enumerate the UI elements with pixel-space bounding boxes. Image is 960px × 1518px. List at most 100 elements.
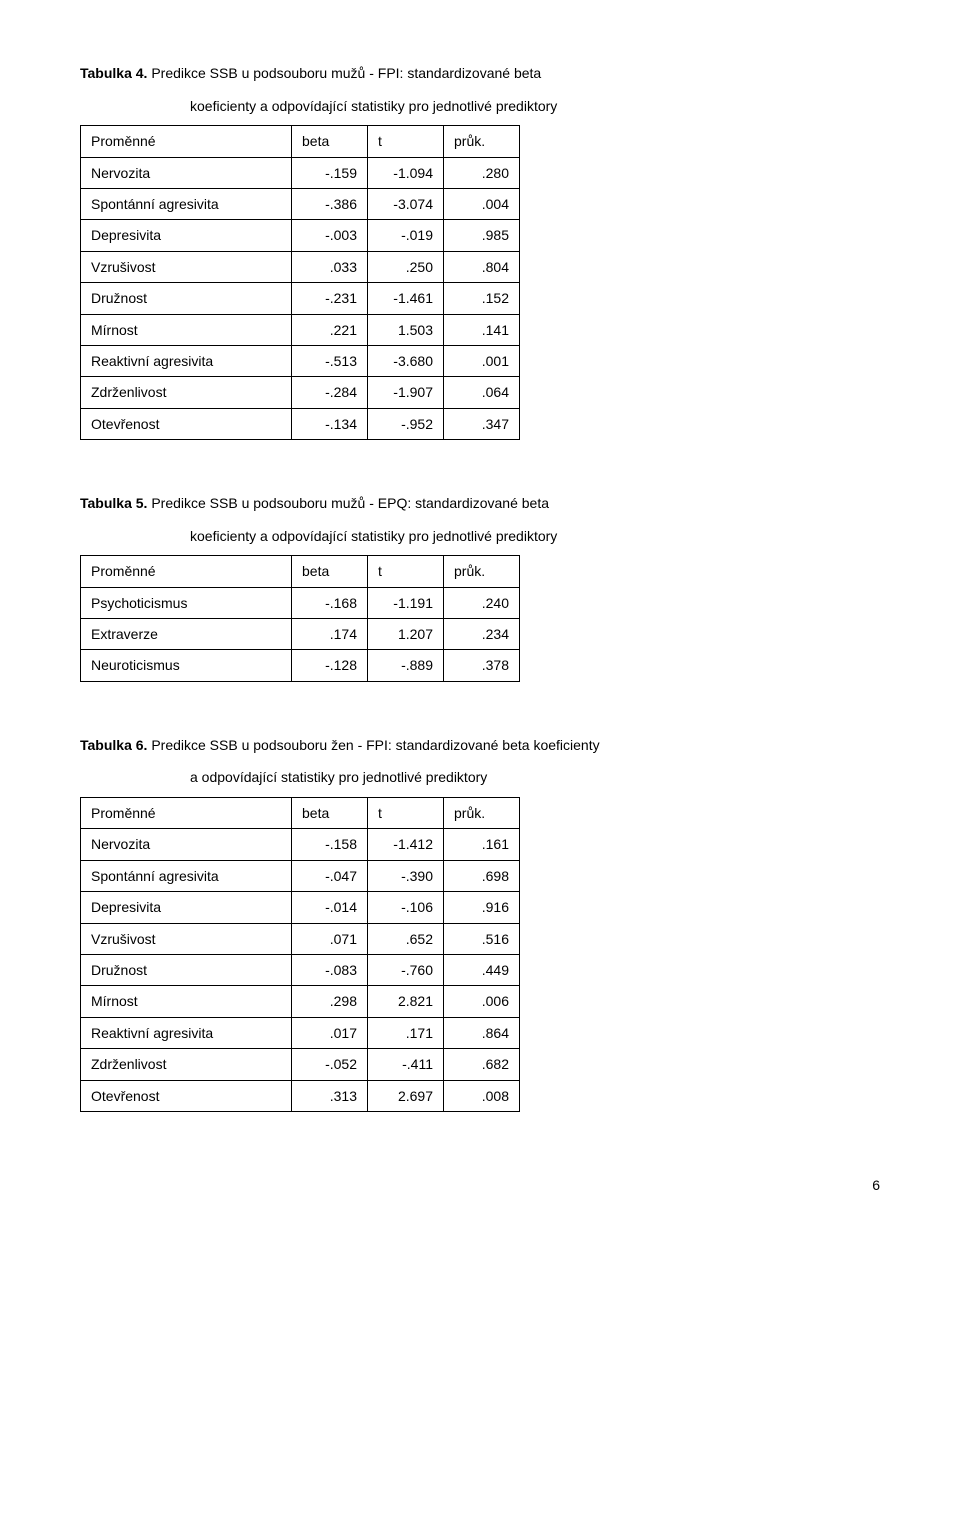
cell: Otevřenost: [81, 1080, 292, 1111]
table-row: Zdrženlivost-.284-1.907.064: [81, 377, 520, 408]
table5-caption-rest: Predikce SSB u podsouboru mužů - EPQ: st…: [147, 495, 549, 511]
cell: Vzrušivost: [81, 251, 292, 282]
cell: -.159: [292, 157, 368, 188]
cell: Extraverze: [81, 619, 292, 650]
cell: 2.821: [368, 986, 444, 1017]
table5-header-var: Proměnné: [81, 556, 292, 587]
cell: .298: [292, 986, 368, 1017]
cell: -.158: [292, 829, 368, 860]
table-row: Neuroticismus-.128-.889.378: [81, 650, 520, 681]
table6-caption-bold: Tabulka 6.: [80, 737, 147, 753]
cell: .698: [444, 860, 520, 891]
table5-header-beta: beta: [292, 556, 368, 587]
cell: .985: [444, 220, 520, 251]
table-row: Reaktivní agresivita.017.171.864: [81, 1017, 520, 1048]
cell: Družnost: [81, 283, 292, 314]
cell: .152: [444, 283, 520, 314]
cell: .221: [292, 314, 368, 345]
cell: -3.680: [368, 345, 444, 376]
cell: .008: [444, 1080, 520, 1111]
cell: -1.191: [368, 587, 444, 618]
cell: .347: [444, 408, 520, 439]
table-row: Otevřenost-.134-.952.347: [81, 408, 520, 439]
table-row: Nervozita-.159-1.094.280: [81, 157, 520, 188]
cell: Reaktivní agresivita: [81, 1017, 292, 1048]
cell: Spontánní agresivita: [81, 860, 292, 891]
cell: 1.207: [368, 619, 444, 650]
table5-header-pruk: průk.: [444, 556, 520, 587]
cell: -3.074: [368, 188, 444, 219]
table6-caption-line1: Tabulka 6. Predikce SSB u podsouboru žen…: [80, 732, 880, 759]
cell: Depresivita: [81, 892, 292, 923]
table6-header-t: t: [368, 798, 444, 829]
cell: .234: [444, 619, 520, 650]
cell: -.231: [292, 283, 368, 314]
cell: -.168: [292, 587, 368, 618]
table-row: Mírnost.2982.821.006: [81, 986, 520, 1017]
cell: 2.697: [368, 1080, 444, 1111]
cell: Mírnost: [81, 314, 292, 345]
table-row: Otevřenost.3132.697.008: [81, 1080, 520, 1111]
cell: .161: [444, 829, 520, 860]
table4-caption-rest: Predikce SSB u podsouboru mužů - FPI: st…: [147, 65, 541, 81]
table5-header-t: t: [368, 556, 444, 587]
cell: .017: [292, 1017, 368, 1048]
cell: Spontánní agresivita: [81, 188, 292, 219]
cell: .682: [444, 1049, 520, 1080]
table6: Proměnné beta t průk. Nervozita-.158-1.4…: [80, 797, 520, 1112]
cell: Zdrženlivost: [81, 377, 292, 408]
table-row: Psychoticismus-.168-1.191.240: [81, 587, 520, 618]
table-header-row: Proměnné beta t průk.: [81, 126, 520, 157]
cell: -.047: [292, 860, 368, 891]
cell: Vzrušivost: [81, 923, 292, 954]
table6-caption-line2: a odpovídající statistiky pro jednotlivé…: [80, 764, 880, 791]
page-number: 6: [80, 1172, 880, 1199]
table4: Proměnné beta t průk. Nervozita-.159-1.0…: [80, 125, 520, 440]
cell: Zdrženlivost: [81, 1049, 292, 1080]
cell: .280: [444, 157, 520, 188]
cell: -.106: [368, 892, 444, 923]
cell: -.760: [368, 954, 444, 985]
table-row: Vzrušivost.033.250.804: [81, 251, 520, 282]
cell: -.083: [292, 954, 368, 985]
cell: .516: [444, 923, 520, 954]
cell: -.952: [368, 408, 444, 439]
cell: Nervozita: [81, 157, 292, 188]
cell: .378: [444, 650, 520, 681]
table4-header-beta: beta: [292, 126, 368, 157]
cell: .240: [444, 587, 520, 618]
table5: Proměnné beta t průk. Psychoticismus-.16…: [80, 555, 520, 682]
table-row: Depresivita-.003-.019.985: [81, 220, 520, 251]
table-row: Depresivita-.014-.106.916: [81, 892, 520, 923]
cell: -.386: [292, 188, 368, 219]
table6-header-beta: beta: [292, 798, 368, 829]
cell: .071: [292, 923, 368, 954]
cell: -.284: [292, 377, 368, 408]
table-row: Extraverze.1741.207.234: [81, 619, 520, 650]
cell: Mírnost: [81, 986, 292, 1017]
cell: 1.503: [368, 314, 444, 345]
cell: Družnost: [81, 954, 292, 985]
table4-caption-line2: koeficienty a odpovídající statistiky pr…: [80, 93, 880, 120]
cell: .804: [444, 251, 520, 282]
cell: -.134: [292, 408, 368, 439]
cell: Psychoticismus: [81, 587, 292, 618]
table4-header-t: t: [368, 126, 444, 157]
table-row: Zdrženlivost-.052-.411.682: [81, 1049, 520, 1080]
cell: -.014: [292, 892, 368, 923]
cell: .001: [444, 345, 520, 376]
table-header-row: Proměnné beta t průk.: [81, 556, 520, 587]
table-row: Spontánní agresivita-.047-.390.698: [81, 860, 520, 891]
table4-caption-bold: Tabulka 4.: [80, 65, 147, 81]
cell: -1.461: [368, 283, 444, 314]
cell: -.390: [368, 860, 444, 891]
table4-header-pruk: průk.: [444, 126, 520, 157]
table-row: Vzrušivost.071.652.516: [81, 923, 520, 954]
table5-caption-bold: Tabulka 5.: [80, 495, 147, 511]
cell: -.411: [368, 1049, 444, 1080]
cell: .174: [292, 619, 368, 650]
table4-caption-line1: Tabulka 4. Predikce SSB u podsouboru muž…: [80, 60, 880, 87]
table6-caption-rest: Predikce SSB u podsouboru žen - FPI: sta…: [147, 737, 599, 753]
cell: -1.094: [368, 157, 444, 188]
cell: Reaktivní agresivita: [81, 345, 292, 376]
